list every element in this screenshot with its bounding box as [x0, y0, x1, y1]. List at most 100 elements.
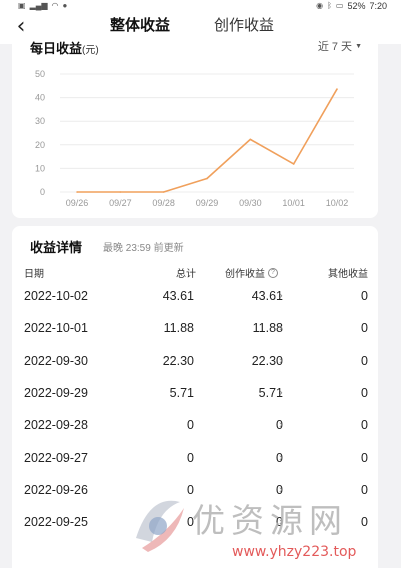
earnings-series-line	[77, 88, 338, 193]
x-tick-label: 10/02	[326, 198, 349, 208]
earnings-row[interactable]: 2022-10-02 43.61 43.61 0 ›	[12, 282, 378, 314]
data-point	[76, 191, 78, 193]
row-creation: 22.30	[251, 353, 283, 368]
earnings-details-card: 收益详情 最晚 23:59 前更新 日期 总计 创作收益 ? 其他收益 2022…	[12, 226, 378, 568]
row-date: 2022-10-02	[24, 289, 88, 303]
chevron-right-icon: ›	[279, 516, 283, 529]
y-tick-label: 50	[35, 69, 45, 79]
status-bar: ▣ ▂▄▆ ◠ ● ◉ ᛒ ▭ 52% 7:20	[0, 0, 401, 12]
row-date: 2022-09-29	[24, 385, 88, 400]
eye-icon: ◉	[316, 1, 324, 10]
row-other: 0	[361, 450, 368, 465]
row-total: 5.71	[169, 385, 194, 400]
row-creation: 0	[276, 482, 283, 497]
y-tick-label: 10	[35, 163, 45, 173]
wifi-icon: ◠	[51, 1, 59, 10]
daily-earnings-card: 0 10 20 30 40 50 09/26 09/27 09/28 09/29 09/30 10/0…	[12, 36, 378, 218]
row-creation: 43.61	[251, 289, 283, 303]
help-icon[interactable]: ?	[268, 267, 278, 278]
y-tick-label: 20	[35, 140, 45, 150]
caret-down-icon: ▼	[355, 42, 362, 50]
row-date: 2022-09-28	[24, 418, 88, 433]
column-header-creation: 创作收益 ?	[225, 265, 278, 280]
chevron-right-icon: ›	[279, 483, 283, 496]
y-tick-label: 30	[35, 116, 45, 126]
row-other: 0	[361, 515, 368, 530]
row-date: 2022-10-01	[24, 321, 88, 336]
watermark-text: 优资源网	[192, 501, 348, 540]
watermark-logo	[136, 500, 184, 552]
row-date: 2022-09-27	[24, 450, 88, 465]
x-tick-label: 09/28	[152, 198, 175, 208]
data-point	[206, 177, 208, 180]
earnings-row[interactable]: 2022-09-25 0 0 0 ›	[12, 508, 378, 540]
details-update-note: 最晚 23:59 前更新	[103, 243, 184, 254]
y-tick-label: 40	[35, 93, 45, 103]
battery-level: 52%	[347, 1, 366, 11]
watermark: 优资源网 www.yhzy223.top	[128, 488, 398, 568]
column-header-date: 日期	[24, 269, 44, 280]
chevron-right-icon: ›	[279, 322, 283, 335]
y-tick-label: 0	[40, 187, 45, 197]
data-point	[336, 88, 338, 90]
signal-icon: ▂▄▆	[29, 1, 48, 10]
data-point	[249, 138, 252, 141]
row-total: 0	[187, 450, 194, 465]
chevron-right-icon: ›	[279, 354, 283, 367]
row-total: 0	[187, 515, 194, 530]
data-point	[292, 163, 295, 165]
row-total: 0	[187, 418, 194, 433]
x-tick-label: 09/29	[196, 198, 219, 208]
earnings-row[interactable]: 2022-09-28 0 0 0 ›	[12, 411, 378, 443]
chart-unit: (元)	[82, 45, 99, 56]
chart-title: 每日收益(元)	[30, 38, 99, 57]
row-other: 0	[361, 482, 368, 497]
row-creation: 5.71	[258, 385, 283, 400]
row-date: 2022-09-25	[24, 515, 88, 530]
tab-overall-earnings[interactable]: 整体收益	[110, 17, 171, 34]
earnings-row[interactable]: 2022-09-30 22.30 22.30 0 ›	[12, 347, 378, 379]
sim-icon: ▣	[18, 1, 26, 10]
notification-icon: ●	[62, 1, 68, 10]
x-tick-label: 09/26	[66, 198, 89, 208]
status-icons-right: ◉ ᛒ ▭ 52% 7:20	[316, 1, 387, 11]
data-point	[119, 191, 122, 193]
status-icons-left: ▣ ▂▄▆ ◠ ●	[18, 1, 67, 11]
row-date: 2022-09-26	[24, 482, 88, 497]
x-tick-label: 09/30	[239, 198, 262, 208]
x-tick-label: 10/01	[282, 198, 305, 208]
row-creation: 0	[276, 418, 283, 433]
row-creation: 0	[276, 515, 283, 530]
earnings-row[interactable]: 2022-09-27 0 0 0 ›	[12, 444, 378, 476]
watermark-url: www.yhzy223.top	[232, 544, 357, 560]
data-point	[162, 191, 165, 193]
bluetooth-icon: ᛒ	[327, 1, 332, 10]
row-other: 0	[361, 353, 368, 368]
column-header-other: 其他收益	[328, 269, 368, 280]
back-button[interactable]: ‹	[8, 15, 34, 41]
column-header-total: 总计	[176, 269, 196, 280]
row-total: 11.88	[163, 321, 194, 336]
chevron-right-icon: ›	[279, 419, 283, 432]
x-tick-label: 09/27	[109, 198, 132, 208]
row-total: 43.61	[162, 289, 194, 303]
row-creation: 0	[276, 450, 283, 465]
chevron-right-icon: ›	[279, 290, 283, 302]
row-creation: 11.88	[252, 321, 283, 336]
row-other: 0	[361, 385, 368, 400]
row-total: 22.30	[162, 353, 194, 368]
tab-creation-earnings[interactable]: 创作收益	[214, 17, 275, 34]
row-other: 0	[361, 321, 368, 336]
range-selector[interactable]: 近 7 天 ▼	[318, 38, 362, 54]
earnings-row[interactable]: 2022-09-26 0 0 0 ›	[12, 476, 378, 508]
status-time: 7:20	[369, 1, 387, 11]
chart-title-text: 每日收益	[30, 41, 83, 56]
earnings-row[interactable]: 2022-10-01 11.88 11.88 0 ›	[12, 314, 378, 346]
row-total: 0	[187, 482, 194, 497]
row-date: 2022-09-30	[24, 353, 88, 368]
earnings-row[interactable]: 2022-09-29 5.71 5.71 0 ›	[12, 379, 378, 411]
range-selector-label: 近 7 天	[317, 41, 353, 53]
row-other: 0	[361, 418, 368, 433]
column-header-creation-label: 创作收益	[225, 269, 265, 280]
battery-icon: ▭	[335, 1, 344, 10]
